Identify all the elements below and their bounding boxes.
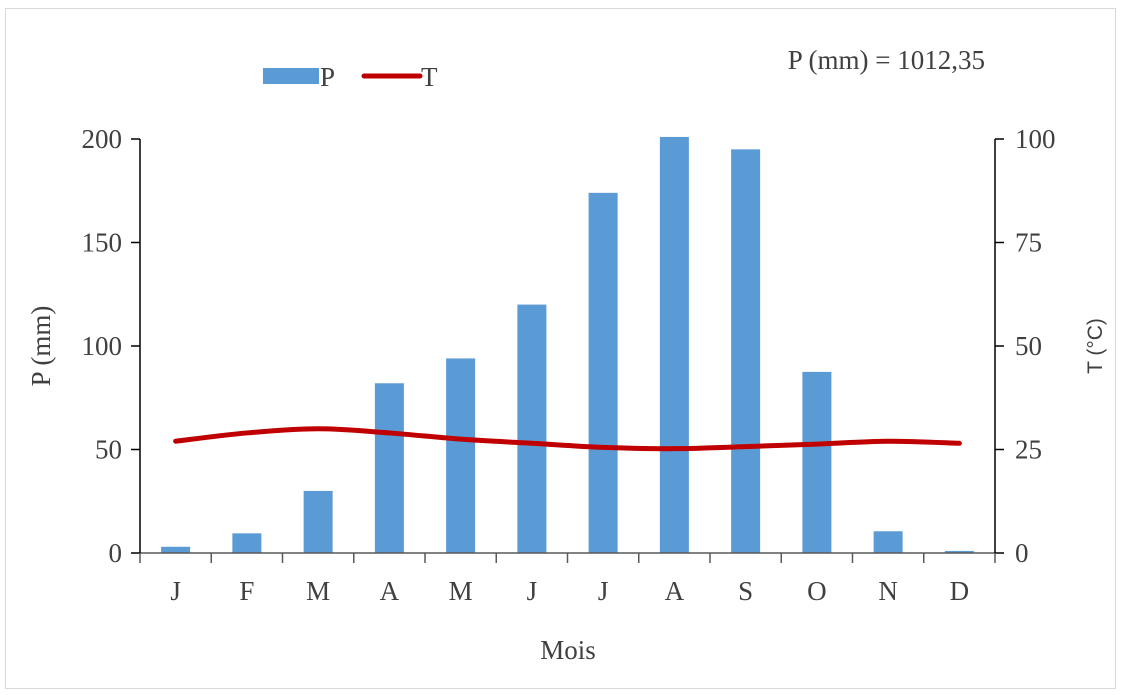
y-tick-label-right-100: 100 <box>1015 124 1056 154</box>
legend: P T <box>263 62 438 92</box>
bar-p-4 <box>374 383 404 553</box>
y-tick-label-left-50: 50 <box>95 435 122 465</box>
x-tick-label-3: M <box>306 576 330 606</box>
y-tick-label-right-75: 75 <box>1015 228 1042 258</box>
line-series-t <box>173 426 962 452</box>
x-tick-label-1: J <box>170 576 181 606</box>
x-tick-label-2: F <box>239 576 254 606</box>
x-tick-label-9: S <box>738 576 753 606</box>
bar-p-3 <box>303 490 333 553</box>
y-tick-label-left-200: 200 <box>82 124 123 154</box>
y-axis-label-right: T (°C) <box>1084 318 1107 374</box>
legend-label-t: T <box>421 62 438 92</box>
bar-p-7 <box>588 192 618 553</box>
y-tick-labels-left: 0 50 100 150 200 <box>82 124 123 568</box>
legend-swatch-p <box>263 68 319 84</box>
bar-p-8 <box>659 136 689 553</box>
y-tick-label-right-0: 0 <box>1015 538 1029 568</box>
total-precipitation-annotation: P (mm) = 1012,35 <box>788 45 985 75</box>
y-axis-label-left: P (mm) <box>26 306 56 387</box>
bar-p-10 <box>802 371 832 553</box>
bar-p-6 <box>517 304 547 553</box>
bar-p-2 <box>232 533 262 553</box>
y-tick-labels-right: 0 25 50 75 100 <box>1015 124 1056 568</box>
bar-p-11 <box>873 531 903 553</box>
legend-label-p: P <box>320 62 335 92</box>
bar-series-p <box>161 136 974 553</box>
y-tick-label-left-100: 100 <box>82 331 123 361</box>
bar-p-9 <box>731 149 761 553</box>
bar-p-12 <box>944 550 974 553</box>
bar-p-1 <box>161 546 191 553</box>
x-tick-label-4: A <box>380 576 400 606</box>
y-tick-label-left-0: 0 <box>109 538 123 568</box>
x-tick-label-12: D <box>950 576 970 606</box>
tick-marks <box>131 138 1004 563</box>
x-tick-label-10: O <box>807 576 827 606</box>
x-tick-label-5: M <box>449 576 473 606</box>
chart-frame <box>5 8 1116 689</box>
x-axis-label: Mois <box>540 635 596 665</box>
y-tick-label-left-150: 150 <box>82 228 123 258</box>
y-tick-label-right-25: 25 <box>1015 435 1042 465</box>
x-tick-label-8: A <box>665 576 685 606</box>
x-tick-label-6: J <box>527 576 538 606</box>
axes <box>139 139 996 554</box>
y-tick-label-right-50: 50 <box>1015 331 1042 361</box>
x-tick-label-11: N <box>878 576 898 606</box>
bar-p-5 <box>446 358 476 553</box>
x-tick-label-7: J <box>598 576 609 606</box>
